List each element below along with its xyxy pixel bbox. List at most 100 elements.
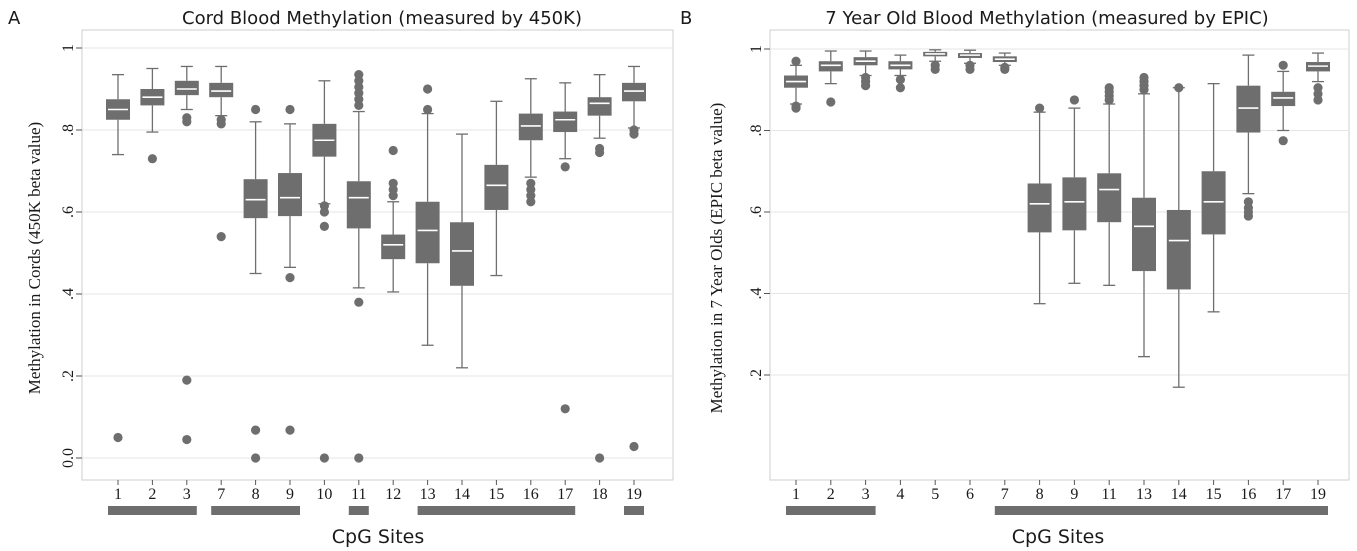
panel-a-box-site-13 <box>415 84 440 346</box>
panel-a-x-category-label: 16 <box>523 486 539 503</box>
outlier-point <box>965 60 975 70</box>
panel-a-plot-frame <box>81 29 674 481</box>
panel-a-box-site-10 <box>312 80 337 463</box>
outlier-point <box>182 375 192 385</box>
panel-b-boxes <box>784 49 1330 388</box>
panel-b-y-tick-label: .2 <box>748 369 765 381</box>
outlier-point <box>354 453 364 463</box>
outlier-point <box>1313 83 1323 93</box>
outlier-point <box>861 72 871 83</box>
panel-b-x-category-label: 13 <box>1136 486 1152 503</box>
iqr-box <box>1236 85 1261 133</box>
panel-a-y-tick-label: .6 <box>60 206 77 218</box>
panel-b-box-site-14 <box>1166 83 1191 388</box>
panel-a-y-axis-label: Methylation in Cords (450K beta value) <box>25 122 44 394</box>
outlier-point <box>1174 83 1184 93</box>
outlier-point <box>251 453 261 463</box>
panel-b-x-category-label: 7 <box>1001 486 1009 503</box>
panel-a-box-site-12 <box>381 145 406 293</box>
panel-a-gridlines <box>82 47 673 459</box>
panel-a-x-category-label: 12 <box>385 486 401 503</box>
panel-a-box-site-2 <box>140 67 165 164</box>
panel-a-x-category-label: 19 <box>626 486 642 503</box>
panel-a-x-categories: 1 2 3 7 8 9 10 11 12 13 14 15 16 17 18 19 <box>114 480 642 503</box>
outlier-point <box>791 56 801 66</box>
panel-a-y-ticks: 0.0 .2 .4 .6 .8 1 <box>60 44 82 468</box>
panel-a-title: Cord Blood Methylation (measured by 450K… <box>182 8 582 29</box>
panel-b-x-category-label: 16 <box>1240 486 1256 503</box>
panel-a-box-site-16 <box>518 78 543 207</box>
panel-a-group-bar <box>348 506 369 515</box>
panel-b-y-tick-label: .6 <box>748 206 765 218</box>
outlier-point <box>1278 136 1288 146</box>
panel-b-x-category-label: 9 <box>1070 486 1078 503</box>
panel-a-x-category-label: 15 <box>488 486 504 503</box>
outlier-point <box>182 113 192 123</box>
panel-a-x-category-label: 17 <box>557 486 573 503</box>
panel-b-x-category-label: 8 <box>1036 486 1044 503</box>
iqr-box <box>278 173 302 217</box>
outlier-point <box>251 104 261 115</box>
panel-b-y-tick-label: 1 <box>748 45 765 53</box>
outlier-point <box>526 178 536 188</box>
panel-b-box-site-6 <box>958 49 982 74</box>
iqr-box <box>209 82 234 98</box>
outlier-point <box>1104 83 1114 93</box>
panel-b-x-category-label: 11 <box>1101 486 1116 503</box>
panel-b-x-category-label: 19 <box>1310 486 1326 503</box>
outlier-point <box>1278 60 1288 70</box>
panel-a-box-site-15 <box>484 100 509 277</box>
panel-b-x-category-label: 6 <box>966 486 974 503</box>
outlier-point <box>423 84 433 94</box>
panel-a-box-site-18 <box>587 74 612 463</box>
panel-a-y-tick-label: 1 <box>60 44 77 52</box>
iqr-box <box>1271 91 1296 107</box>
outlier-point <box>791 101 801 111</box>
outlier-point <box>1139 72 1149 83</box>
panel-b-y-axis-label: Methylation in 7 Year Olds (EPIC beta va… <box>707 103 726 414</box>
outlier-point <box>285 425 295 435</box>
panel-a-group-bar <box>624 506 644 515</box>
panel-b-box-site-16 <box>1236 54 1261 221</box>
panel-a-box-site-8 <box>243 104 268 463</box>
iqr-box <box>518 113 543 141</box>
outlier-point <box>388 145 398 156</box>
panel-b-box-site-5 <box>923 49 948 74</box>
outlier-point <box>595 453 605 463</box>
panel-b-x-category-label: 5 <box>931 486 939 503</box>
panel-b-box-site-1 <box>784 56 808 113</box>
panel-a-box-site-11 <box>346 70 371 463</box>
panel-a-x-category-label: 18 <box>592 486 608 503</box>
panel-a-x-category-label: 7 <box>217 486 225 503</box>
outlier-point <box>319 453 329 463</box>
outlier-point <box>560 404 570 414</box>
panel-b-box-site-11 <box>1097 83 1122 287</box>
outlier-point <box>423 104 433 115</box>
panel-b-title: 7 Year Old Blood Methylation (measured b… <box>825 8 1268 29</box>
panel-a-x-category-label: 11 <box>351 486 366 503</box>
outlier-point <box>285 273 295 283</box>
outlier-point <box>319 201 329 211</box>
panel-a-box-site-19 <box>622 65 646 452</box>
outlier-point <box>1069 95 1079 105</box>
panel-b-x-category-label: 1 <box>792 486 800 503</box>
iqr-box <box>553 111 578 133</box>
panel-a-group-bar <box>211 506 300 515</box>
panel-a-x-category-label: 13 <box>420 486 436 503</box>
iqr-box <box>450 222 474 286</box>
outlier-point <box>629 441 639 452</box>
panel-b-box-site-9 <box>1062 95 1087 284</box>
panel-a-x-category-label: 3 <box>183 486 191 503</box>
iqr-box <box>346 181 371 229</box>
panel-a-box-site-14 <box>450 133 474 369</box>
outlier-point <box>1035 103 1045 113</box>
iqr-box <box>1027 183 1052 233</box>
panel-b-plot-frame <box>769 29 1350 481</box>
outlier-point <box>319 221 329 231</box>
outlier-point <box>216 232 226 242</box>
panel-b-x-category-label: 2 <box>827 486 835 503</box>
iqr-box <box>415 201 440 264</box>
panel-b-x-category-label: 3 <box>862 486 870 503</box>
panel-a-group-bar <box>417 506 576 515</box>
